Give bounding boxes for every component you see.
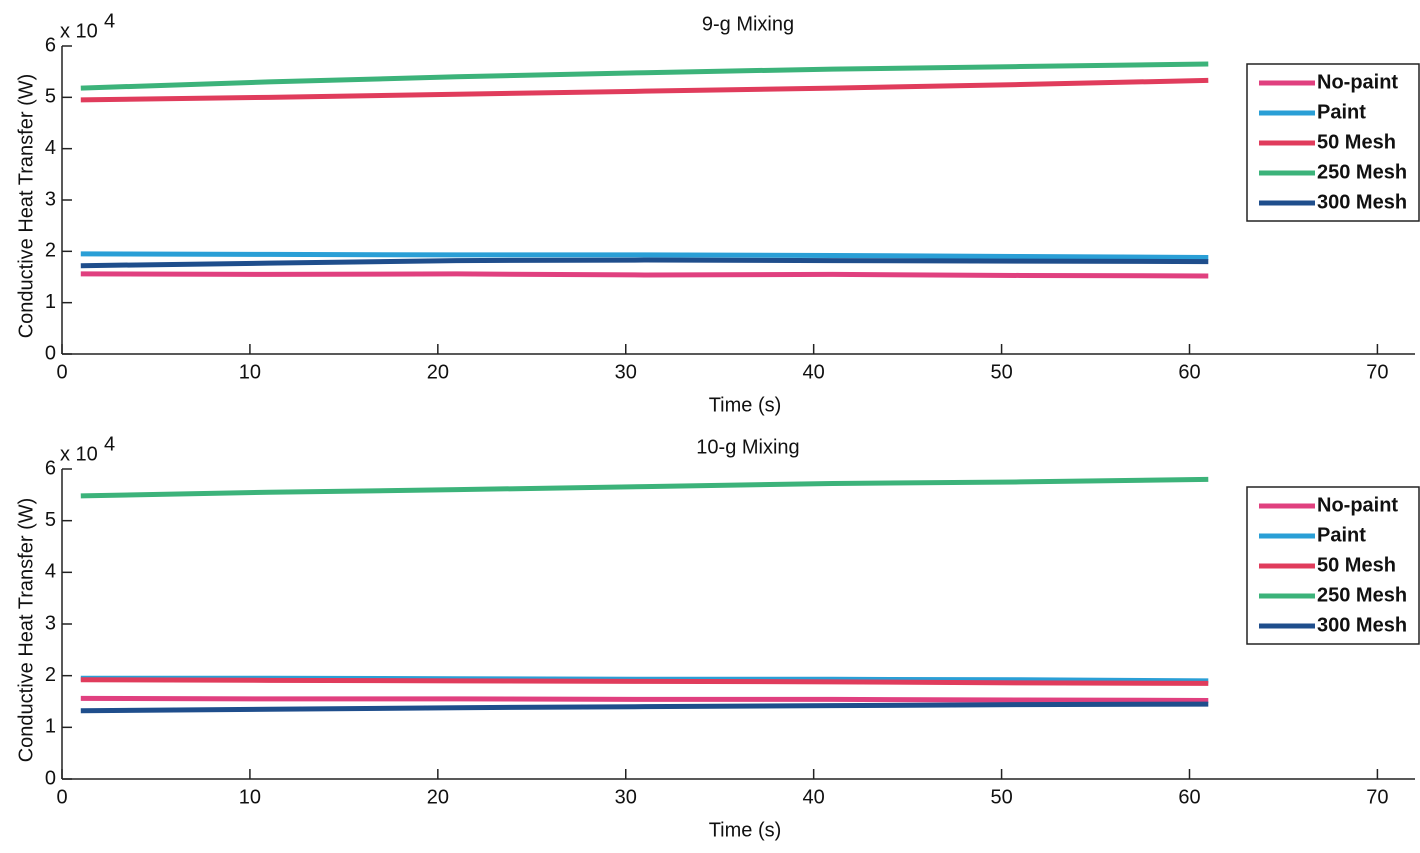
x-tick-label: 70 <box>1366 361 1388 383</box>
legend-label: 50 Mesh <box>1317 554 1396 576</box>
y-tick-label: 0 <box>45 767 56 789</box>
series-line <box>80 677 1209 686</box>
legend-label: 300 Mesh <box>1317 191 1407 213</box>
legend-label: 50 Mesh <box>1317 131 1396 153</box>
x-tick-label: 60 <box>1178 361 1200 383</box>
y-multiplier-exponent: 4 <box>104 433 115 455</box>
x-tick-label: 70 <box>1366 786 1388 808</box>
y-axis-label: Conductive Heat Transfer (W) <box>15 74 37 339</box>
series-line <box>80 77 1209 103</box>
legend-label: No-paint <box>1317 71 1398 93</box>
y-tick-label: 5 <box>45 86 56 108</box>
chart-title: 9-g Mixing <box>702 13 794 35</box>
y-tick-label: 0 <box>45 342 56 364</box>
y-tick-label: 3 <box>45 612 56 634</box>
y-tick-label: 1 <box>45 716 56 738</box>
series-line <box>80 695 1209 703</box>
legend-label: Paint <box>1317 524 1366 546</box>
chart-title: 10-g Mixing <box>696 436 799 458</box>
legend-label: 300 Mesh <box>1317 614 1407 636</box>
legend-label: Paint <box>1317 101 1366 123</box>
y-tick-label: 4 <box>45 561 56 583</box>
y-tick-label: 6 <box>45 34 56 56</box>
x-tick-label: 0 <box>56 786 67 808</box>
y-tick-label: 2 <box>45 240 56 262</box>
x-tick-label: 10 <box>239 786 261 808</box>
y-tick-label: 1 <box>45 291 56 313</box>
series-line <box>80 257 1209 269</box>
y-multiplier: x 10 <box>60 443 98 465</box>
x-tick-label: 40 <box>803 361 825 383</box>
series-line <box>80 701 1209 714</box>
y-tick-label: 6 <box>45 457 56 479</box>
y-multiplier: x 10 <box>60 20 98 42</box>
x-tick-label: 0 <box>56 361 67 383</box>
x-tick-label: 20 <box>427 361 449 383</box>
x-tick-label: 50 <box>990 786 1012 808</box>
y-tick-label: 2 <box>45 664 56 686</box>
y-multiplier-exponent: 4 <box>104 10 115 32</box>
legend-label: 250 Mesh <box>1317 161 1407 183</box>
series-line <box>80 61 1209 91</box>
legend-label: No-paint <box>1317 494 1398 516</box>
x-tick-label: 30 <box>615 786 637 808</box>
y-tick-label: 5 <box>45 509 56 531</box>
legend-label: 250 Mesh <box>1317 584 1407 606</box>
x-tick-label: 60 <box>1178 786 1200 808</box>
y-tick-label: 4 <box>45 137 56 159</box>
x-tick-label: 50 <box>990 361 1012 383</box>
x-axis-label: Time (s) <box>709 394 782 416</box>
y-tick-label: 3 <box>45 188 56 210</box>
x-tick-label: 40 <box>803 786 825 808</box>
y-axis-label: Conductive Heat Transfer (W) <box>15 498 37 763</box>
x-axis-label: Time (s) <box>709 819 782 841</box>
series-line <box>80 476 1209 499</box>
x-tick-label: 30 <box>615 361 637 383</box>
x-tick-label: 20 <box>427 786 449 808</box>
series-line <box>80 251 1209 260</box>
series-line <box>80 271 1209 279</box>
x-tick-label: 10 <box>239 361 261 383</box>
